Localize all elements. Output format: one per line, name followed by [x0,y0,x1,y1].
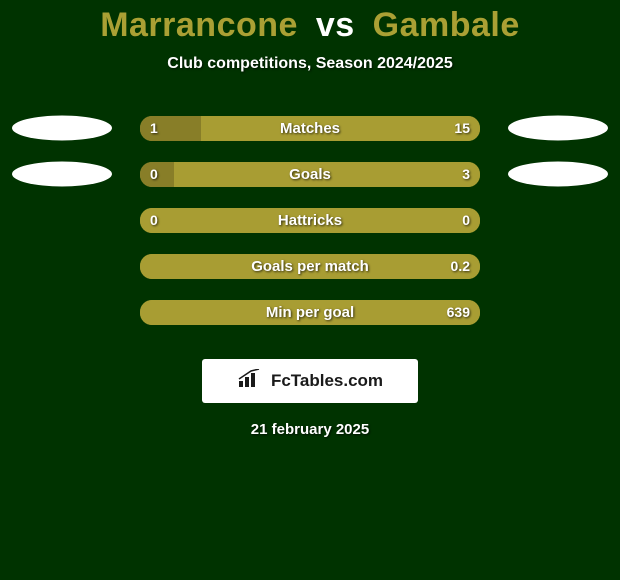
bar-segment-right [140,300,480,325]
page-title: Marrancone vs Gambale [100,6,520,45]
stat-row: 00Hattricks [0,197,620,243]
player-ellipse-left [12,116,112,141]
stat-row: 639Min per goal [0,289,620,335]
stat-bar: 03Goals [140,162,480,187]
footer-badge[interactable]: FcTables.com [202,359,418,403]
footer-date: 21 february 2025 [251,421,369,438]
bar-segment-left [140,162,174,187]
bar-segment-left [140,208,310,233]
stats-rows: 115Matches 03Goals 00Hattricks 0.2Goals per… [0,105,620,335]
bar-segment-right [201,116,480,141]
comparison-infographic: Marrancone vs Gambale Club competitions,… [0,0,620,580]
stat-row: 115Matches [0,105,620,151]
player1-name: Marrancone [100,6,298,44]
stat-bar: 115Matches [140,116,480,141]
bar-segment-right [310,208,480,233]
player-ellipse-right [508,162,608,187]
bar-segment-left [140,116,201,141]
chart-icon [237,369,263,394]
player-ellipse-left [12,162,112,187]
stat-row: 03Goals [0,151,620,197]
player2-name: Gambale [373,6,520,44]
stat-bar: 00Hattricks [140,208,480,233]
stat-row: 0.2Goals per match [0,243,620,289]
stat-bar: 0.2Goals per match [140,254,480,279]
player-ellipse-right [508,116,608,141]
bar-segment-right [174,162,480,187]
footer-badge-text: FcTables.com [271,371,383,391]
stat-bar: 639Min per goal [140,300,480,325]
bar-segment-right [140,254,480,279]
subtitle: Club competitions, Season 2024/2025 [167,55,452,73]
vs-label: vs [316,6,355,44]
